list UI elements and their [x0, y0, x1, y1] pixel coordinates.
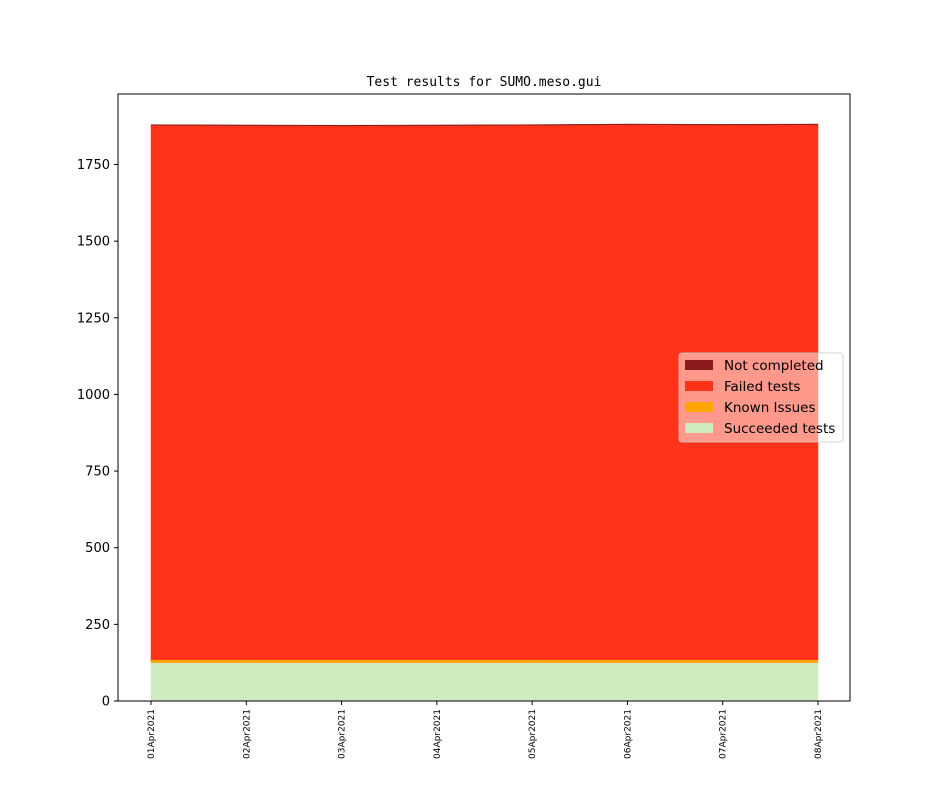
area-known-issues: [150, 659, 819, 663]
y-tick-label: 750: [85, 465, 110, 480]
legend-swatch-known-issues: [685, 402, 713, 412]
legend-label-known-issues: Known Issues: [724, 400, 816, 416]
area-succeeded-tests: [150, 662, 819, 702]
x-tick-label: 08Apr2021: [814, 709, 824, 759]
legend-label-not-completed: Not completed: [724, 358, 824, 374]
legend: Not completed Failed tests Known Issues Suc…: [678, 352, 844, 443]
axes-frame: [117, 93, 851, 702]
plot-area: [150, 123, 819, 702]
x-axis: 01Apr2021 02Apr2021 03Apr2021 04Apr2021 05Ap…: [147, 701, 824, 759]
y-tick-label: 1250: [77, 311, 110, 326]
x-tick-label: 03Apr2021: [338, 709, 348, 759]
y-axis: 0 250 500 750 1000 1250 1500 1750: [77, 158, 118, 710]
area-not-completed: [150, 123, 819, 127]
legend-swatch-succeeded-tests: [685, 423, 713, 433]
x-tick-label: 02Apr2021: [242, 709, 252, 759]
legend-label-succeeded-tests: Succeeded tests: [724, 421, 835, 437]
x-tick-label: 04Apr2021: [433, 709, 443, 759]
x-tick-label: 05Apr2021: [528, 709, 538, 759]
y-tick-label: 1000: [77, 388, 110, 403]
x-tick-label: 07Apr2021: [719, 709, 729, 759]
x-tick-label: 01Apr2021: [147, 709, 157, 759]
chart-title: Test results for SUMO.meso.gui: [367, 75, 602, 90]
x-tick-label: 06Apr2021: [623, 709, 633, 759]
y-tick-label: 250: [85, 618, 110, 633]
legend-label-failed-tests: Failed tests: [724, 379, 800, 395]
y-tick-label: 1750: [77, 158, 110, 173]
legend-frame: [678, 352, 844, 443]
legend-swatch-not-completed: [685, 360, 713, 370]
y-tick-label: 0: [102, 695, 110, 710]
y-tick-label: 500: [85, 541, 110, 556]
legend-swatch-failed-tests: [685, 381, 713, 391]
y-tick-label: 1500: [77, 235, 110, 250]
